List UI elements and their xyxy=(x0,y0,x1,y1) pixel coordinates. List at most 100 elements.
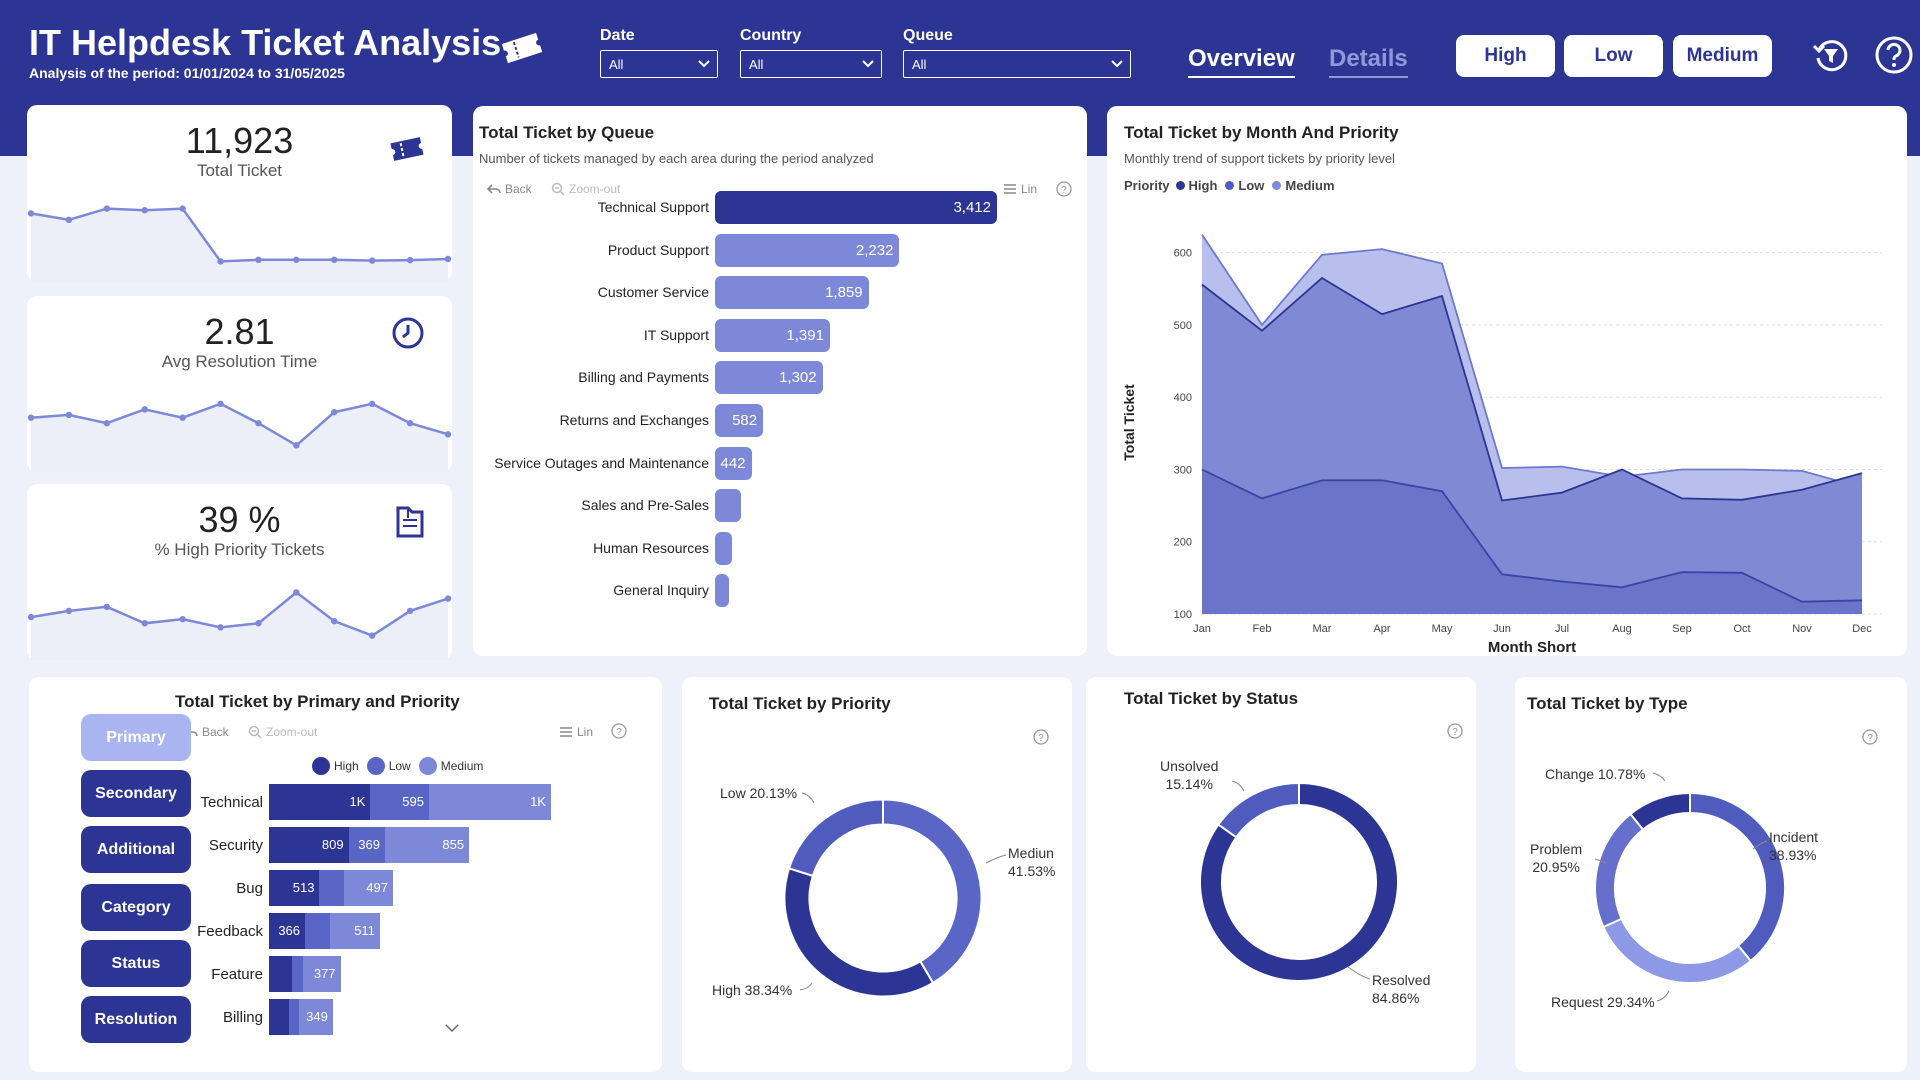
stacked-segment-high[interactable] xyxy=(269,956,292,992)
scroll-down-chevron-icon[interactable] xyxy=(444,1023,460,1033)
stacked-segment-low[interactable]: 595 xyxy=(370,784,429,820)
donut-label-unsolved-name: Unsolved xyxy=(1160,758,1219,774)
stacked-segment-medium[interactable]: 855 xyxy=(384,827,470,863)
lin-label: Lin xyxy=(1021,182,1038,196)
legend-item-medium[interactable]: Medium xyxy=(418,757,484,775)
sparkline-point xyxy=(255,256,262,263)
stacked-segment-medium[interactable]: 349 xyxy=(298,999,333,1035)
reset-filter-icon[interactable] xyxy=(1810,34,1852,76)
x-tick-label: Jul xyxy=(1555,623,1569,635)
sparkline-point xyxy=(103,420,111,427)
stacked-segment-medium[interactable]: 511 xyxy=(329,913,380,949)
stacked-segment-high[interactable]: 809 xyxy=(269,827,349,863)
queue-bar[interactable] xyxy=(715,489,742,523)
dashboard-title: IT Helpdesk Ticket Analysis xyxy=(29,22,502,63)
sparkline-point xyxy=(217,258,224,265)
stacked-segment-high[interactable]: 513 xyxy=(269,870,320,906)
y-axis-label: Total Ticket xyxy=(1121,384,1137,461)
sparkline-point xyxy=(65,607,73,615)
sparkline-line xyxy=(30,590,449,637)
queue-bar[interactable]: 2,232 xyxy=(715,233,900,267)
medium-priority-button[interactable]: Medium xyxy=(1673,35,1772,77)
help-icon[interactable]: ? xyxy=(1862,729,1878,745)
zoom-out-button[interactable]: Zoom-out xyxy=(248,725,317,739)
stacked-segment-high[interactable] xyxy=(269,999,289,1035)
resolution-button[interactable]: Resolution xyxy=(81,996,191,1043)
status-button[interactable]: Status xyxy=(81,940,191,987)
donut-label-medium: Mediun 41.53% xyxy=(1008,844,1055,880)
sparkline-point xyxy=(444,431,452,438)
avg-resolution-sparkline xyxy=(27,400,452,472)
legend-label: Medium xyxy=(440,759,484,773)
queue-category-label: Customer Service xyxy=(597,284,709,301)
type-donut-title: Total Ticket by Type xyxy=(1527,694,1688,713)
help-icon[interactable] xyxy=(1873,34,1915,76)
stacked-segment-low[interactable]: 369 xyxy=(348,827,385,863)
stacked-segment-medium[interactable]: 497 xyxy=(344,870,393,906)
queue-bar[interactable]: 442 xyxy=(715,446,752,480)
queue-bar[interactable] xyxy=(715,531,732,565)
type-donut xyxy=(1594,791,1786,984)
legend-item-high[interactable]: High xyxy=(1175,178,1217,193)
donut-label-resolved: Resolved 84.86% xyxy=(1372,971,1430,1007)
legend-item-low[interactable]: Low xyxy=(1225,178,1264,193)
legend-dot xyxy=(312,757,330,775)
status-donut xyxy=(1199,781,1399,982)
stacked-segment-medium[interactable]: 1K xyxy=(428,784,551,820)
legend-item-high[interactable]: High xyxy=(312,757,359,775)
tab-details[interactable]: Details xyxy=(1329,45,1408,78)
legend-item-medium[interactable]: Medium xyxy=(1272,178,1335,193)
country-dropdown[interactable]: All xyxy=(740,50,882,78)
type-donut-card: Total Ticket by Type ? Change 10.78% Inc… xyxy=(1515,677,1907,1072)
primary-chart-legend: High Low Medium xyxy=(312,757,491,775)
kpi-card-high-priority: 39 % % High Priority Tickets xyxy=(27,484,452,660)
sparkline-point xyxy=(406,607,414,615)
stacked-segment-low[interactable] xyxy=(291,956,304,992)
x-axis-label: Month Short xyxy=(1488,639,1576,656)
kpi-value: 11,923 xyxy=(185,120,294,161)
legend-item-low[interactable]: Low xyxy=(366,757,411,775)
sparkline-point xyxy=(293,589,300,596)
category-button[interactable]: Category xyxy=(81,884,191,931)
queue-chart-subtitle: Number of tickets managed by each area d… xyxy=(479,151,874,166)
queue-bar[interactable]: 582 xyxy=(715,404,764,437)
queue-bar[interactable]: 1,391 xyxy=(715,318,830,352)
kpi-value: 2.81 xyxy=(204,311,275,352)
low-priority-button[interactable]: Low xyxy=(1564,35,1663,77)
x-tick-label: Nov xyxy=(1792,623,1812,635)
help-icon[interactable]: ? xyxy=(1033,729,1049,745)
lin-button[interactable]: Lin xyxy=(559,725,593,739)
queue-bar[interactable]: 3,412 xyxy=(715,191,997,224)
donut-label-medium-name: Mediun xyxy=(1008,845,1054,861)
lin-button[interactable]: Lin xyxy=(1003,182,1037,196)
tab-overview[interactable]: Overview xyxy=(1188,45,1295,78)
primary-button[interactable]: Primary xyxy=(81,714,191,761)
kpi-label: % High Priority Tickets xyxy=(154,540,325,559)
date-dropdown[interactable]: All xyxy=(600,50,718,78)
queue-bar[interactable]: 1,859 xyxy=(715,276,869,310)
sparkline-point xyxy=(368,400,376,408)
queue-category-label: General Inquiry xyxy=(613,582,709,599)
stacked-segment-low[interactable] xyxy=(305,913,330,949)
back-button[interactable]: Back xyxy=(487,182,532,196)
zoom-out-button[interactable]: Zoom-out xyxy=(551,182,620,196)
kpi-value: 39 % xyxy=(198,499,281,540)
stacked-segment-low[interactable] xyxy=(319,870,345,906)
stacked-segment-medium[interactable]: 377 xyxy=(303,956,341,992)
high-priority-button[interactable]: High xyxy=(1456,35,1555,77)
queue-bar[interactable]: 1,302 xyxy=(715,361,823,395)
help-icon[interactable]: ? xyxy=(611,723,627,739)
stacked-segment-high[interactable]: 1K xyxy=(269,784,371,820)
additional-button[interactable]: Additional xyxy=(81,826,191,873)
help-icon[interactable]: ? xyxy=(1056,181,1072,197)
stacked-segment-low[interactable] xyxy=(288,999,299,1035)
queue-chart-card: Total Ticket by Queue Number of tickets … xyxy=(473,106,1087,656)
secondary-button[interactable]: Secondary xyxy=(81,770,191,817)
queue-bar[interactable] xyxy=(715,574,730,608)
month-area-chart: 100 200 300 400 500 600 Jan Feb Mar Apr May Jun Jul A… xyxy=(1121,234,1882,656)
queue-dropdown[interactable]: All xyxy=(903,50,1131,78)
sparkline-point xyxy=(179,414,186,421)
stacked-segment-high[interactable]: 366 xyxy=(269,913,306,949)
donut-label-incident-name: Incident xyxy=(1769,829,1819,845)
help-icon[interactable]: ? xyxy=(1447,723,1463,739)
